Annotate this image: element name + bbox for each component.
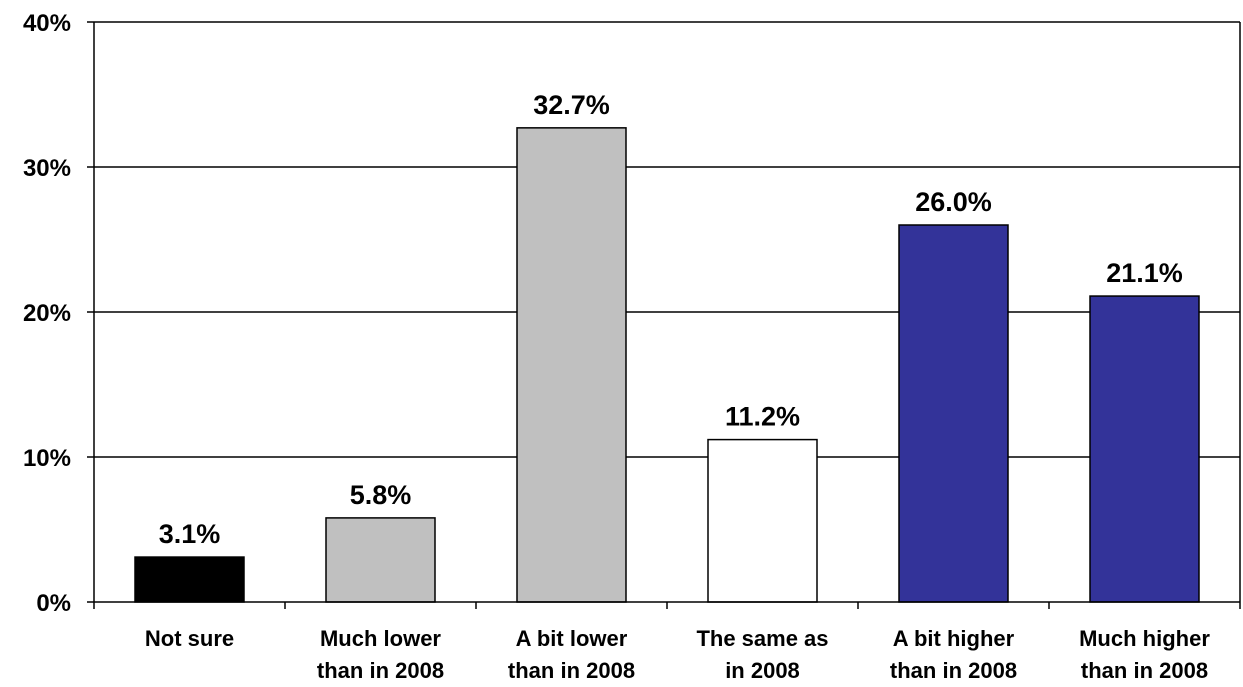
y-tick-label: 20% — [23, 300, 71, 327]
axes — [93, 22, 1241, 609]
bar — [1089, 295, 1200, 603]
x-category-label: Much higher than in 2008 — [1079, 626, 1210, 683]
x-category-label: Not sure — [145, 626, 234, 651]
data-label: 11.2% — [725, 402, 800, 432]
data-label: 21.1% — [1106, 258, 1183, 288]
y-tick-label: 0% — [36, 590, 71, 617]
y-axis-ticks: 0% 10% 20% 30% 40% — [23, 10, 94, 617]
x-category-label: A bit higher than in 2008 — [890, 626, 1017, 683]
bars — [134, 127, 1200, 603]
bar — [516, 127, 627, 603]
y-tick-label: 40% — [23, 10, 71, 37]
data-label: 5.8% — [350, 480, 412, 510]
y-tick-label: 30% — [23, 155, 71, 182]
bar — [898, 224, 1009, 603]
gridlines — [94, 21, 1240, 458]
bar — [134, 556, 245, 603]
bar — [707, 438, 818, 603]
x-category-label: Much lower than in 2008 — [317, 626, 444, 683]
data-label: 3.1% — [159, 519, 221, 549]
x-category-label: A bit lower than in 2008 — [508, 626, 635, 683]
x-category-label: The same as in 2008 — [696, 626, 828, 683]
data-labels: 3.1% 5.8% 32.7% 11.2% 26.0% 21.1% — [159, 90, 1183, 549]
y-tick-label: 10% — [23, 445, 71, 472]
bar — [325, 517, 436, 603]
data-label: 32.7% — [533, 90, 610, 120]
x-axis-labels: Not sure Much lower than in 2008 A bit lowe… — [145, 626, 1210, 683]
data-label: 26.0% — [915, 187, 992, 217]
